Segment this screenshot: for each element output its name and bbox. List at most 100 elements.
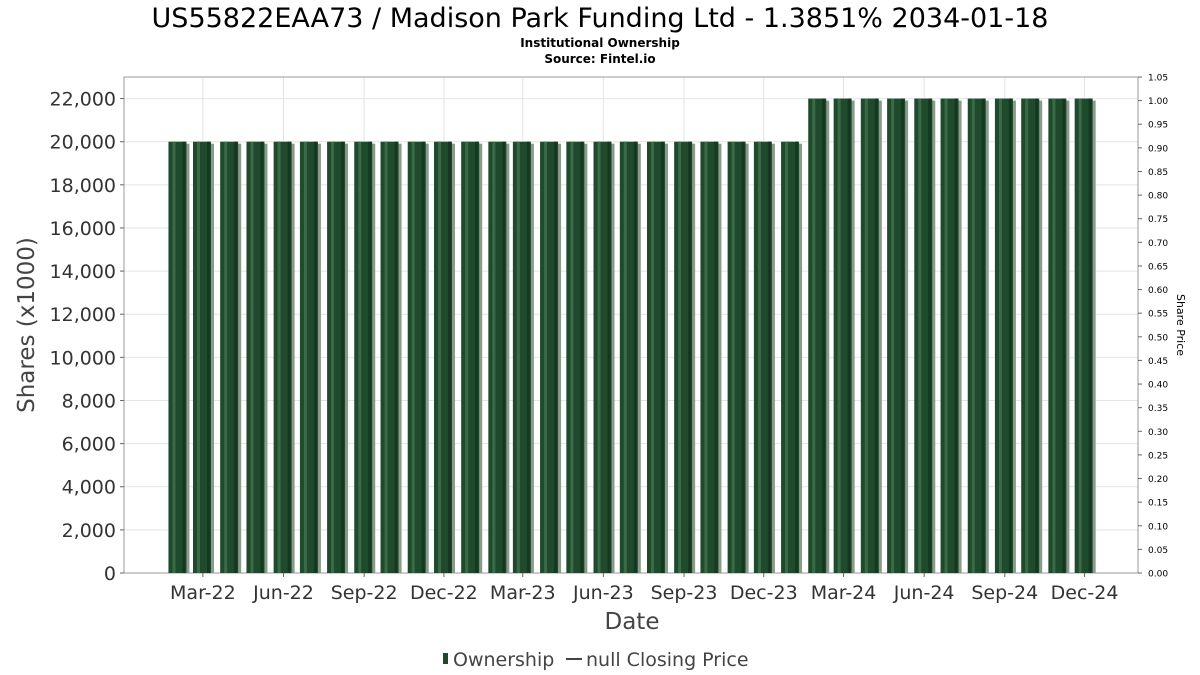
ownership-bar-edge (688, 141, 692, 573)
ownership-bar (967, 98, 989, 573)
ownership-bar-edge (1008, 98, 1012, 573)
x-axis-label: Date (605, 609, 660, 635)
ownership-bar-edge (1062, 98, 1066, 573)
right-axis-tick-label: 0.70 (1148, 239, 1168, 249)
ownership-bar-highlight (197, 141, 200, 573)
right-axis-tick-label: 0.10 (1148, 522, 1168, 532)
left-axis-tick-label: 10,000 (50, 347, 116, 369)
ownership-bar-highlight (1052, 98, 1056, 573)
x-axis-tick-label: Mar-23 (490, 582, 556, 604)
ownership-bar-edge (660, 141, 664, 573)
ownership-bar (220, 141, 242, 573)
ownership-bar (461, 141, 483, 573)
ownership-bar (540, 141, 562, 573)
left-axis-tick-label: 14,000 (50, 261, 116, 283)
x-axis-ticks: Mar-22 Jun-22 Sep-22 Dec-22 Mar-23 Jun-23 Sep-… (170, 573, 1118, 604)
x-axis-tick-label: Dec-24 (1051, 582, 1119, 604)
x-axis-tick-label: Mar-24 (811, 582, 877, 604)
ownership-bar (407, 141, 429, 573)
ownership-bar-edge (954, 98, 958, 573)
legend: Ownership null Closing Price (443, 649, 749, 671)
ownership-bar-edge (260, 141, 264, 573)
ownership-bar-edge (234, 141, 238, 573)
x-axis-tick-label: Dec-23 (730, 582, 798, 604)
ownership-bar-highlight (597, 141, 601, 573)
right-axis-tick-label: 0.60 (1148, 286, 1168, 296)
ownership-bar-highlight (411, 141, 415, 573)
ownership-bar (833, 98, 855, 573)
ownership-bar-highlight (438, 141, 442, 573)
ownership-bar-edge (1088, 98, 1092, 573)
ownership-bar-highlight (544, 141, 548, 573)
ownership-bar-edge (633, 141, 637, 573)
right-axis-tick-label: 0.15 (1148, 499, 1168, 509)
left-axis-tick-label: 0 (104, 563, 116, 585)
ownership-bar (781, 141, 803, 573)
left-axis-tick-label: 20,000 (50, 132, 116, 154)
right-axis-tick-label: 0.80 (1148, 192, 1168, 202)
ownership-bar-highlight (358, 141, 362, 573)
ownership-bar-highlight (303, 141, 307, 573)
x-axis-tick-label: Mar-22 (170, 582, 236, 604)
ownership-bar-edge (901, 98, 905, 573)
ownership-bar-highlight (1025, 98, 1029, 573)
right-axis-tick-label: 1.05 (1148, 74, 1168, 84)
ownership-bar (753, 141, 775, 573)
ownership-bar (354, 141, 376, 573)
ownership-bar-highlight (224, 141, 228, 573)
ownership-bar-edge (874, 98, 878, 573)
ownership-bar-highlight (623, 141, 627, 573)
right-axis-tick-label: 0.40 (1148, 381, 1168, 391)
ownership-bar (887, 98, 909, 573)
ownership-bar (512, 141, 534, 573)
right-axis-ticks: 0.00 0.05 0.10 0.15 0.20 0.25 0.30 0.35 0.40 0.45… (1138, 74, 1168, 580)
ownership-bar (808, 98, 830, 573)
left-axis-tick-label: 16,000 (50, 218, 116, 240)
ownership-bar-edge (368, 141, 372, 573)
ownership-bar-edge (554, 141, 558, 573)
ownership-bar (566, 141, 588, 573)
right-axis-tick-label: 0.50 (1148, 333, 1168, 343)
ownership-bar-highlight (837, 98, 841, 573)
ownership-bar (380, 141, 402, 573)
ownership-bar-edge (502, 141, 506, 573)
ownership-bar-highlight (971, 98, 975, 573)
ownership-bar-edge (207, 141, 210, 573)
ownership-bar-edge (767, 141, 771, 573)
ownership-bar (1048, 98, 1070, 573)
ownership-bar (940, 98, 962, 573)
ownership-bar-highlight (864, 98, 868, 573)
ownership-bar-highlight (757, 141, 761, 573)
right-axis-tick-label: 0.85 (1148, 168, 1168, 178)
ownership-bar-highlight (570, 141, 574, 573)
right-axis-tick-label: 0.25 (1148, 451, 1168, 461)
ownership-bar-edge (981, 98, 985, 573)
left-axis-tick-label: 6,000 (62, 434, 116, 456)
ownership-bar-edge (313, 141, 317, 573)
x-axis-tick-label: Dec-22 (410, 582, 478, 604)
left-axis-tick-label: 8,000 (62, 390, 116, 412)
right-axis-tick-label: 1.00 (1148, 97, 1168, 107)
ownership-bar-highlight (516, 141, 520, 573)
ownership-bar-edge (1035, 98, 1039, 573)
ownership-bar-edge (741, 141, 745, 573)
ownership-bar (299, 141, 321, 573)
right-axis-tick-label: 0.45 (1148, 357, 1168, 367)
x-axis-tick-label: Jun-24 (893, 582, 955, 604)
ownership-bar (619, 141, 641, 573)
ownership-bar-highlight (785, 141, 789, 573)
ownership-bar (646, 141, 668, 573)
ownership-bar-highlight (384, 141, 388, 573)
ownership-bar-edge (341, 141, 345, 573)
left-axis-ticks: 0 2,000 4,000 6,000 8,000 10,000 12,000 14,000 1… (50, 89, 124, 585)
ownership-bar-highlight (891, 98, 895, 573)
ownership-bar (246, 141, 268, 573)
ownership-bar (193, 141, 214, 573)
ownership-bar-highlight (331, 141, 335, 573)
ownership-bar-edge (607, 141, 611, 573)
ownership-bar (593, 141, 615, 573)
right-axis-tick-label: 0.05 (1148, 546, 1168, 556)
right-axis-tick-label: 0.65 (1148, 262, 1168, 272)
ownership-bar-highlight (731, 141, 735, 573)
left-axis-tick-label: 4,000 (62, 477, 116, 499)
